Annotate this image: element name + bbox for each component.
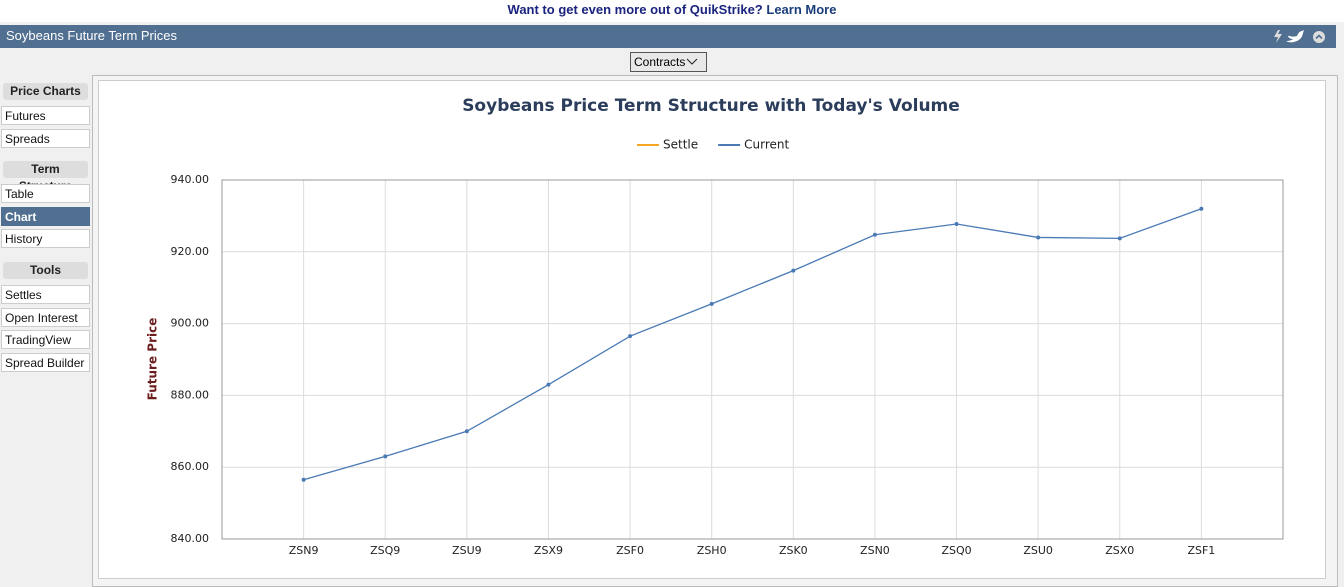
data-point [872, 232, 877, 237]
plot-border [221, 179, 1284, 540]
dropdown-label: Contracts [634, 55, 686, 69]
x-tick-label: ZSX9 [534, 544, 563, 557]
legend-label: Current [744, 138, 789, 152]
y-tick-label: 900.00 [171, 317, 210, 330]
section-title: Price Charts [3, 83, 88, 100]
collapse-icon[interactable] [1313, 31, 1325, 43]
x-tick-label: ZSQ0 [941, 544, 971, 557]
section-title: Tools [3, 262, 88, 279]
data-point [383, 454, 388, 459]
y-tick-label: 920.00 [171, 245, 210, 258]
y-axis-label: Future Price [146, 318, 160, 401]
y-tick-label: 840.00 [171, 532, 210, 545]
x-tick-label: ZSU0 [1023, 544, 1053, 557]
promo-banner: Want to get even more out of QuikStrike?… [0, 0, 1344, 22]
x-tick-label: ZSF1 [1187, 544, 1215, 557]
x-tick-label: ZSH0 [697, 544, 727, 557]
nav-item[interactable]: Spread Builder [1, 353, 90, 372]
data-point [464, 429, 469, 434]
data-point [1036, 235, 1041, 240]
data-point [709, 301, 714, 306]
nav-item[interactable]: Table [1, 184, 90, 203]
contracts-dropdown[interactable]: Contracts [630, 52, 707, 72]
y-tick-label: 880.00 [171, 388, 210, 401]
x-tick-label: ZSF0 [616, 544, 644, 557]
nav-item[interactable]: History [1, 229, 90, 248]
x-tick-label: ZSK0 [779, 544, 808, 557]
header-icons [1274, 30, 1325, 43]
header-title: Soybeans Future Term Prices [6, 28, 177, 43]
data-point [1199, 206, 1204, 211]
nav-item[interactable]: TradingView [1, 330, 90, 349]
series-line [303, 208, 1202, 481]
data-point [301, 477, 306, 482]
banner-text: Want to get even more out of QuikStrike? [507, 2, 763, 17]
nav-item-selected[interactable]: Chart [1, 207, 90, 226]
x-tick-label: ZSU9 [452, 544, 482, 557]
lightning-icon[interactable] [1274, 30, 1282, 43]
x-tick-label: ZSN0 [860, 544, 890, 557]
data-point [628, 334, 633, 339]
chart: Soybeans Price Term Structure with Today… [146, 96, 1284, 557]
section-title: Term Structure [3, 161, 88, 193]
chart-title: Soybeans Price Term Structure with Today… [462, 96, 960, 116]
nav-item[interactable]: Settles [1, 285, 90, 304]
twitter-icon[interactable] [1286, 30, 1304, 43]
data-point [791, 268, 796, 273]
nav-item[interactable]: Open Interest [1, 308, 90, 327]
data-point [954, 221, 959, 226]
x-tick-label: ZSX0 [1105, 544, 1134, 557]
x-tick-label: ZSN9 [289, 544, 319, 557]
data-point [546, 382, 551, 387]
legend-label: Settle [663, 138, 698, 152]
chart-container: Soybeans Price Term Structure with Today… [98, 80, 1326, 579]
nav-item[interactable]: Futures [1, 106, 90, 125]
y-tick-label: 940.00 [171, 173, 210, 186]
dropdown-caret [686, 58, 698, 65]
nav-item[interactable]: Spreads [1, 129, 90, 148]
x-tick-label: ZSQ9 [370, 544, 400, 557]
header-bar: Soybeans Future Term Prices [0, 25, 1336, 48]
y-tick-label: 860.00 [171, 460, 210, 473]
learn-more-link[interactable]: Learn More [766, 2, 837, 17]
collapse-arrow [1315, 34, 1323, 40]
data-point [1117, 236, 1122, 241]
